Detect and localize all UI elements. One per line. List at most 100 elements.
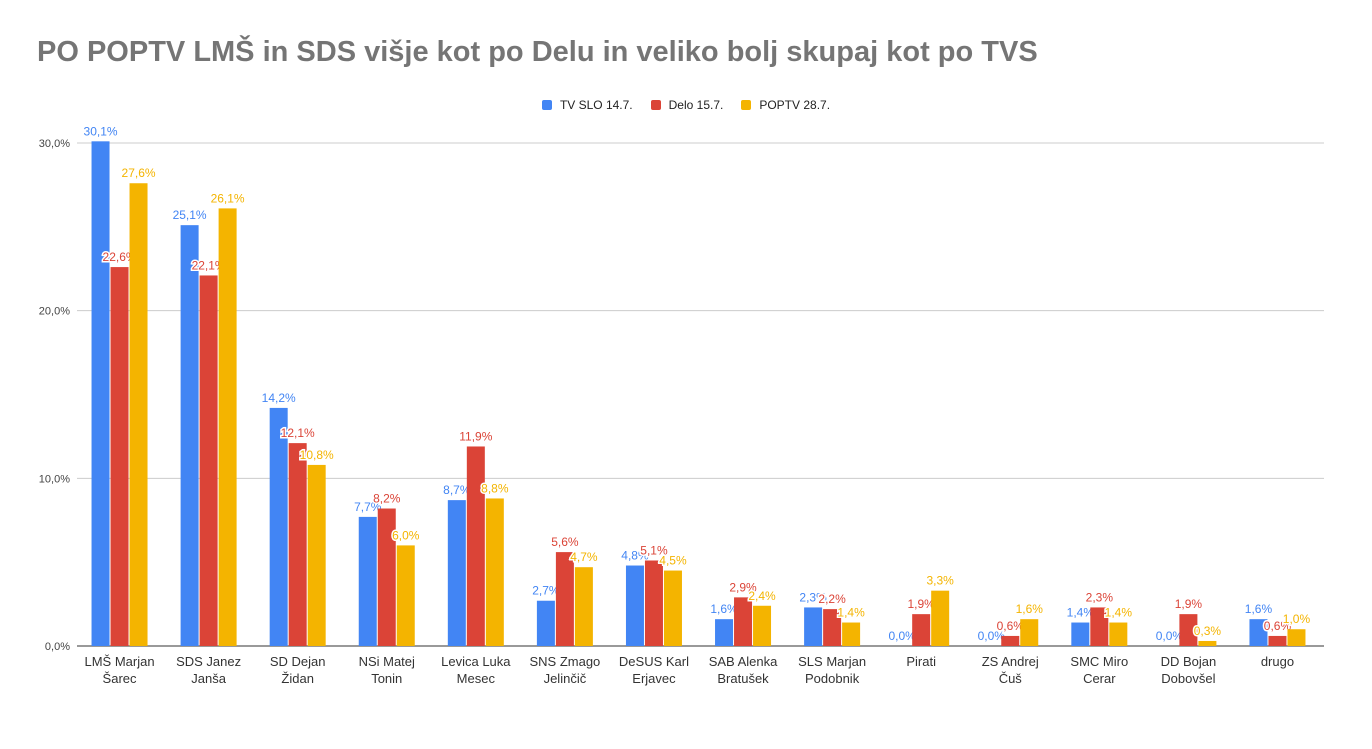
bar <box>753 605 772 646</box>
x-tick-label: LMŠ Marjan <box>84 654 154 669</box>
x-tick-label: Bratušek <box>717 671 769 686</box>
x-tick-label: Podobnik <box>805 671 860 686</box>
data-label: 1,4% <box>1105 606 1133 620</box>
y-tick-label: 30,0% <box>39 138 70 150</box>
legend-item-poptv[interactable]: POPTV 28.7. <box>741 98 830 112</box>
x-tick-label: SLS Marjan <box>798 654 866 669</box>
y-tick-label: 10,0% <box>39 473 70 485</box>
data-label: 8,2% <box>373 492 401 506</box>
legend-swatch-poptv <box>741 100 752 110</box>
data-label: 1,4% <box>1067 606 1095 620</box>
data-label: 0,0% <box>978 629 1006 643</box>
x-tick-label: Čuš <box>999 671 1023 686</box>
data-label: 2,3% <box>1086 590 1114 604</box>
data-label: 1,6% <box>1245 602 1273 616</box>
x-tick-label: Mesec <box>457 671 496 686</box>
x-tick-label: Jelinčič <box>544 671 587 686</box>
legend-item-tvslo[interactable]: TV SLO 14.7. <box>541 98 633 112</box>
bar <box>536 600 555 646</box>
bar <box>307 464 326 646</box>
x-tick-label: Tonin <box>371 671 402 686</box>
y-tick-label: 20,0% <box>39 306 70 318</box>
x-tick-label: ZS Andrej <box>982 654 1039 669</box>
data-label: 2,4% <box>748 589 776 603</box>
bar <box>269 407 288 646</box>
data-label: 2,2% <box>818 592 846 606</box>
x-tick-label: Levica Luka <box>441 654 511 669</box>
chart-title: PO POPTV LMŠ in SDS višje kot po Delu in… <box>37 36 1038 68</box>
x-tick-label: Židan <box>281 671 314 686</box>
x-tick-label: DeSUS Karl <box>619 654 689 669</box>
bar <box>574 567 593 646</box>
data-label: 22,6% <box>103 250 137 264</box>
data-label: 6,0% <box>392 528 420 542</box>
data-label: 5,6% <box>551 535 579 549</box>
data-label: 1,6% <box>1016 602 1044 616</box>
legend-label-tvslo: TV SLO 14.7. <box>559 98 633 112</box>
data-label: 3,3% <box>926 574 954 588</box>
bar <box>734 597 753 646</box>
x-tick-label: SMC Miro <box>1070 654 1128 669</box>
data-label: 8,7% <box>443 483 471 497</box>
bar <box>199 275 218 646</box>
x-tick-label: SNS Zmago <box>529 654 600 669</box>
bar <box>1198 640 1217 646</box>
x-tick-label: Erjavec <box>632 671 676 686</box>
bar <box>288 443 307 646</box>
data-label: 14,2% <box>262 391 296 405</box>
data-label: 4,5% <box>659 554 687 568</box>
legend: TV SLO 14.7. Delo 15.7. POPTV 28.7. <box>0 98 1372 112</box>
bar <box>129 183 148 647</box>
legend-label-poptv: POPTV 28.7. <box>759 98 831 112</box>
bar <box>485 498 504 646</box>
bar <box>1249 619 1268 646</box>
bar <box>842 622 861 646</box>
x-tick-label: Šarec <box>103 671 137 686</box>
bar <box>555 552 574 646</box>
data-label: 11,9% <box>459 429 492 443</box>
bar <box>1001 635 1020 646</box>
data-label: 0,0% <box>888 629 916 643</box>
x-tick-label: Janša <box>191 671 226 686</box>
bar <box>912 614 931 646</box>
x-tick-label: DD Bojan <box>1161 654 1217 669</box>
data-label: 4,8% <box>621 549 649 563</box>
data-label: 2,7% <box>532 584 560 598</box>
bar <box>466 446 485 646</box>
bar <box>715 619 734 646</box>
bar <box>823 609 842 646</box>
legend-item-delo[interactable]: Delo 15.7. <box>650 98 723 112</box>
data-label: 0,3% <box>1194 624 1222 638</box>
data-label: 25,1% <box>173 208 207 222</box>
data-label: 5,1% <box>640 543 668 557</box>
x-tick-label: Pirati <box>906 654 936 669</box>
x-tick-label: Dobovšel <box>1161 671 1215 686</box>
x-tick-label: SAB Alenka <box>709 654 778 669</box>
data-label: 1,4% <box>837 606 865 620</box>
data-label: 22,1% <box>192 258 226 272</box>
data-label: 0,6% <box>997 619 1025 633</box>
data-label: 1,0% <box>1283 612 1311 626</box>
bar <box>110 267 129 646</box>
data-label: 1,9% <box>907 597 935 611</box>
bar <box>625 565 644 646</box>
x-tick-label: SDS Janez <box>176 654 241 669</box>
data-label: 7,7% <box>354 500 382 514</box>
bar <box>396 545 415 646</box>
bar <box>218 208 237 646</box>
bar <box>663 570 682 646</box>
data-label: 27,6% <box>122 166 156 180</box>
x-tick-label: NSi Matej <box>359 654 415 669</box>
bar <box>358 516 377 646</box>
x-tick-label: Cerar <box>1083 671 1116 686</box>
bar <box>1268 635 1287 646</box>
bar <box>644 560 663 646</box>
bar <box>1090 607 1109 646</box>
data-label: 30,1% <box>84 124 118 138</box>
data-label: 0,0% <box>1156 629 1184 643</box>
y-tick-label: 0,0% <box>45 641 70 653</box>
data-label: 2,9% <box>729 580 757 594</box>
data-label: 12,1% <box>281 426 315 440</box>
data-label: 26,1% <box>211 191 245 205</box>
